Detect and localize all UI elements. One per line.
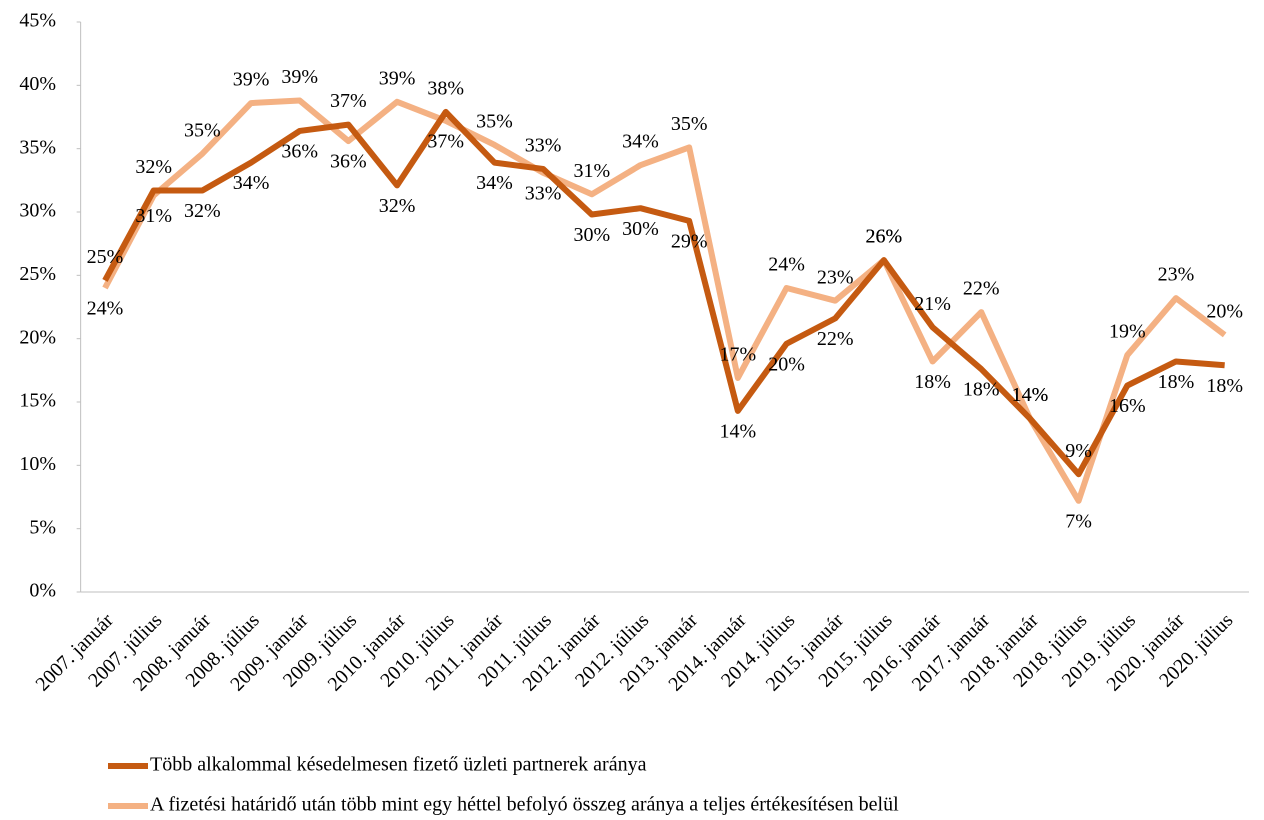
data-label: 34% bbox=[476, 172, 513, 194]
data-label: 24% bbox=[87, 298, 124, 320]
data-label: 35% bbox=[184, 119, 221, 141]
data-label: 39% bbox=[233, 69, 270, 91]
data-label: 35% bbox=[671, 113, 708, 135]
data-label: 25% bbox=[87, 246, 124, 268]
data-label: 18% bbox=[963, 379, 1000, 401]
y-tick-label: 15% bbox=[19, 390, 56, 412]
data-label: 21% bbox=[914, 293, 951, 315]
data-label: 14% bbox=[1012, 384, 1049, 406]
data-label: 31% bbox=[573, 160, 610, 182]
y-tick-label: 10% bbox=[19, 453, 56, 475]
series-line bbox=[102, 97, 1227, 504]
data-label: 34% bbox=[622, 131, 659, 153]
data-label: 31% bbox=[135, 205, 172, 227]
data-label: 20% bbox=[768, 353, 805, 375]
data-label: 19% bbox=[1109, 321, 1146, 343]
data-label: 23% bbox=[1158, 264, 1195, 286]
legend-label: A fizetési határidő után több mint egy h… bbox=[150, 794, 899, 816]
data-label: 32% bbox=[184, 200, 221, 222]
data-label: 24% bbox=[768, 254, 805, 276]
data-label: 29% bbox=[671, 230, 708, 252]
data-label: 30% bbox=[573, 224, 610, 246]
data-label: 7% bbox=[1065, 510, 1092, 532]
data-label: 35% bbox=[476, 110, 513, 132]
data-label: 36% bbox=[281, 141, 318, 163]
data-label: 36% bbox=[330, 151, 367, 173]
data-label: 18% bbox=[1158, 371, 1195, 393]
data-label: 22% bbox=[963, 278, 1000, 300]
y-tick-label: 45% bbox=[19, 10, 56, 32]
data-label: 16% bbox=[1109, 395, 1146, 417]
y-tick-label: 40% bbox=[19, 73, 56, 95]
data-label: 33% bbox=[525, 135, 562, 157]
data-label: 9% bbox=[1065, 440, 1092, 462]
data-label: 14% bbox=[720, 420, 757, 442]
data-label: 14% bbox=[1012, 384, 1049, 406]
data-label: 33% bbox=[525, 182, 562, 204]
data-label: 18% bbox=[1206, 375, 1243, 397]
y-tick-label: 0% bbox=[29, 580, 56, 602]
y-tick-label: 25% bbox=[19, 263, 56, 285]
data-label: 20% bbox=[1206, 300, 1243, 322]
data-label: 38% bbox=[427, 78, 464, 100]
y-tick-label: 35% bbox=[19, 136, 56, 158]
data-label: 22% bbox=[817, 328, 854, 350]
data-label: 34% bbox=[233, 172, 270, 194]
data-label: 37% bbox=[427, 130, 464, 152]
data-label: 18% bbox=[914, 371, 951, 393]
data-label: 39% bbox=[379, 67, 416, 89]
data-label: 32% bbox=[135, 156, 172, 178]
data-label: 23% bbox=[817, 266, 854, 288]
data-label: 37% bbox=[330, 90, 367, 112]
data-label: 39% bbox=[281, 66, 318, 88]
data-label: 26% bbox=[866, 226, 903, 248]
y-tick-label: 30% bbox=[19, 200, 56, 222]
y-tick-label: 20% bbox=[19, 326, 56, 348]
data-label: 17% bbox=[720, 344, 757, 366]
data-label: 32% bbox=[379, 195, 416, 217]
data-label: 26% bbox=[866, 226, 903, 248]
series-line bbox=[102, 108, 1225, 478]
legend-label: Több alkalommal késedelmesen fizető üzle… bbox=[150, 754, 647, 776]
data-label: 30% bbox=[622, 218, 659, 240]
y-tick-label: 5% bbox=[29, 516, 56, 538]
